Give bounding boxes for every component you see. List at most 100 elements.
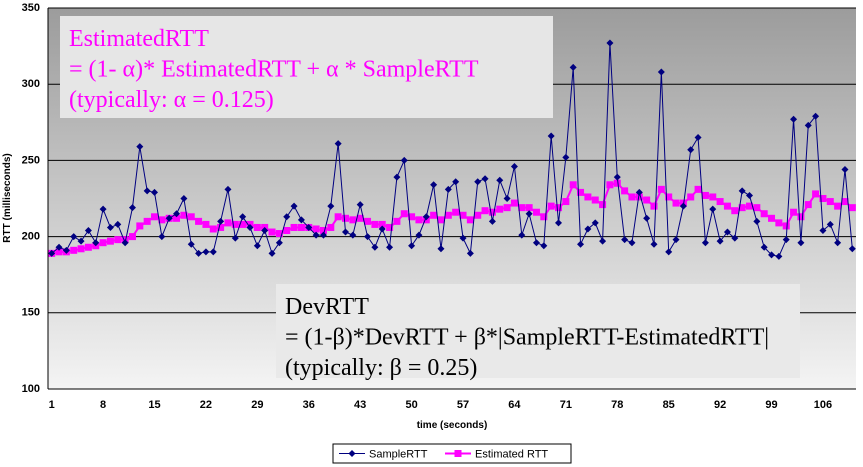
data-point (305, 223, 313, 231)
data-point (253, 242, 261, 250)
data-point (665, 193, 673, 201)
data-point (738, 187, 746, 195)
x-tick-label: 57 (457, 399, 469, 411)
data-point (143, 187, 151, 195)
data-point (231, 234, 239, 242)
data-point (165, 214, 173, 222)
data-point (312, 231, 320, 239)
data-point (195, 217, 203, 225)
data-point (555, 204, 563, 212)
data-point (701, 191, 709, 199)
x-tick-label: 64 (508, 399, 521, 411)
data-point (393, 173, 401, 181)
data-point (437, 216, 445, 224)
data-point (694, 134, 702, 142)
data-point (400, 210, 408, 218)
legend-marker (454, 450, 462, 457)
data-point (327, 202, 335, 210)
data-point (841, 166, 849, 174)
y-tick-label: 300 (22, 78, 40, 90)
data-point (349, 231, 357, 239)
data-point (275, 239, 283, 247)
data-point (136, 222, 144, 230)
data-point (327, 223, 335, 231)
data-point (217, 223, 225, 231)
x-tick-label: 8 (100, 399, 106, 411)
data-point (143, 217, 151, 225)
data-point (55, 243, 63, 251)
data-point (70, 233, 78, 241)
data-point (621, 187, 629, 195)
data-point (364, 233, 372, 241)
data-point (224, 219, 232, 227)
data-point (378, 225, 386, 233)
data-point (371, 220, 379, 228)
data-point (253, 223, 261, 231)
data-point (393, 217, 401, 225)
annotation-text: EstimatedRTT (69, 26, 209, 52)
x-tick-label: 99 (765, 399, 777, 411)
data-point (643, 196, 651, 204)
data-point (532, 239, 540, 247)
data-point (466, 249, 474, 257)
data-point (532, 208, 540, 216)
data-point (297, 223, 305, 231)
data-point (819, 195, 827, 202)
data-point (246, 223, 254, 231)
data-point (481, 207, 489, 215)
data-point (158, 216, 166, 224)
data-point (790, 208, 798, 216)
data-point (650, 202, 658, 210)
data-point (268, 249, 276, 257)
data-point (371, 243, 379, 251)
data-point (187, 240, 195, 248)
data-point (848, 245, 856, 253)
data-point (62, 246, 70, 254)
data-point (547, 132, 555, 140)
series-line (51, 43, 853, 257)
data-point (797, 239, 805, 247)
data-point (209, 248, 217, 256)
data-point (106, 237, 114, 245)
data-point (621, 236, 629, 244)
data-point (657, 185, 665, 193)
data-point (209, 225, 217, 233)
data-point (341, 228, 349, 236)
data-point (687, 193, 695, 201)
data-point (709, 193, 717, 201)
data-point (202, 248, 210, 256)
data-point (202, 220, 210, 228)
data-point (261, 227, 269, 235)
data-point (415, 231, 423, 239)
data-point (283, 227, 291, 235)
annotation-box (276, 284, 800, 378)
data-point (452, 178, 460, 186)
data-point (84, 227, 92, 235)
data-point (430, 211, 438, 219)
data-point (731, 234, 739, 242)
data-point (731, 207, 739, 215)
data-point (48, 249, 56, 257)
data-point (562, 153, 570, 161)
legend-label: SampleRTT (369, 449, 428, 461)
data-point (239, 213, 247, 221)
data-point (577, 240, 585, 248)
data-point (92, 239, 100, 247)
data-point (518, 231, 526, 239)
x-tick-label: 15 (148, 399, 160, 411)
data-point (848, 204, 856, 212)
y-axis-label: RTT (milliseconds) (2, 153, 13, 242)
data-point (518, 204, 526, 212)
data-point (356, 201, 364, 209)
data-point (459, 234, 467, 242)
data-point (136, 143, 144, 151)
data-point (114, 236, 122, 244)
data-point (106, 223, 114, 231)
data-point (77, 245, 85, 253)
data-point (569, 63, 577, 71)
data-point (723, 228, 731, 236)
data-point (797, 213, 805, 221)
data-point (687, 146, 695, 154)
data-point (173, 214, 181, 222)
y-tick-label: 150 (22, 307, 40, 319)
